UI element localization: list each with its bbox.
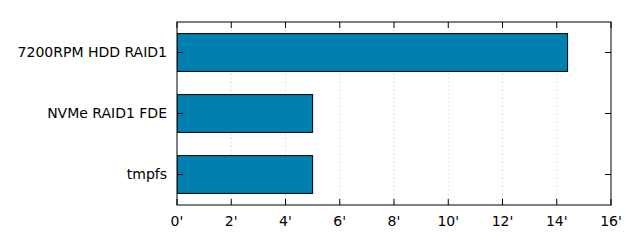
tick: [448, 199, 449, 205]
tick: [556, 22, 557, 28]
tick-label: 8': [388, 213, 401, 229]
tick: [231, 22, 232, 28]
tick: [285, 22, 286, 28]
tick: [611, 199, 612, 205]
frame: [177, 22, 611, 205]
tick: [339, 199, 340, 205]
bar: [177, 34, 568, 72]
bar: [177, 156, 313, 194]
tick-label: 2': [225, 213, 238, 229]
tick-label: 14': [546, 213, 568, 229]
tick: [611, 22, 612, 28]
tick: [502, 22, 503, 28]
tick: [556, 199, 557, 205]
tick: [605, 52, 611, 53]
tick: [231, 199, 232, 205]
tick: [285, 199, 286, 205]
tick: [394, 22, 395, 28]
tick: [177, 113, 183, 114]
tick-label: 6': [333, 213, 346, 229]
tick-label: 0': [171, 213, 184, 229]
bar: [177, 95, 313, 133]
tick: [605, 174, 611, 175]
bars: [177, 34, 568, 194]
category-label: NVMe RAID1 FDE: [47, 105, 167, 121]
tick-label: 10': [437, 213, 459, 229]
tick-label: 4': [279, 213, 292, 229]
tick: [605, 113, 611, 114]
tick: [177, 199, 178, 205]
tick-label: 16': [600, 213, 622, 229]
category-label: 7200RPM HDD RAID1: [18, 44, 167, 60]
tick: [339, 22, 340, 28]
category-label: tmpfs: [127, 166, 167, 182]
tick: [177, 174, 183, 175]
tick: [177, 52, 183, 53]
tick: [394, 199, 395, 205]
tick: [502, 199, 503, 205]
tick: [177, 22, 178, 28]
tick-label: 12': [492, 213, 514, 229]
chart: 0' 2' 4' 6' 8' 10' 12' 14' 16' 7200RPM HDD RAID1 N…: [0, 0, 640, 250]
tick: [448, 22, 449, 28]
